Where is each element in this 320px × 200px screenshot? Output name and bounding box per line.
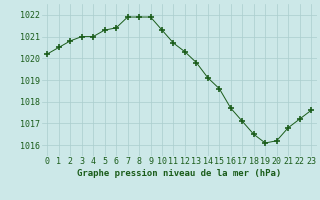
X-axis label: Graphe pression niveau de la mer (hPa): Graphe pression niveau de la mer (hPa) xyxy=(77,169,281,178)
